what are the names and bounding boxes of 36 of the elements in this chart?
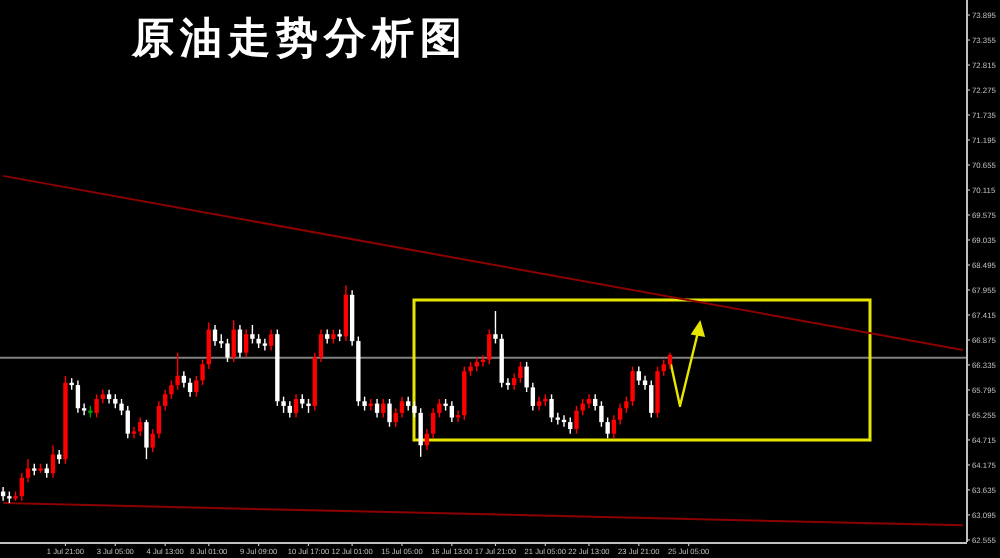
candlestick <box>343 284 349 342</box>
candlestick <box>75 379 81 414</box>
candlestick <box>100 389 106 405</box>
candlestick <box>636 365 641 386</box>
chart-title: 原油走势分析图 <box>130 14 468 62</box>
candlestick <box>381 398 386 419</box>
candlestick <box>138 416 143 437</box>
candlestick <box>225 338 230 363</box>
candlestick <box>518 361 523 384</box>
candlestick <box>144 419 149 460</box>
candlestick <box>175 351 180 391</box>
candlestick <box>399 395 405 419</box>
candlestick <box>268 328 274 352</box>
candlestick <box>649 379 654 419</box>
candlestick <box>243 328 249 359</box>
candlestick <box>250 324 255 345</box>
candlestick <box>131 426 137 440</box>
candlestick <box>549 393 554 423</box>
candlestick <box>536 395 542 412</box>
candlestick <box>262 338 268 352</box>
candlestick <box>374 398 380 419</box>
candlestick <box>499 333 504 389</box>
candlestick <box>462 365 467 421</box>
candlestick <box>574 405 579 435</box>
candlestick <box>106 389 112 405</box>
candlestick <box>187 377 193 398</box>
candlestick <box>237 324 243 359</box>
candlestick <box>586 393 592 409</box>
candlestick <box>630 365 635 407</box>
candlestick <box>125 405 130 440</box>
candlestick <box>387 398 392 428</box>
candlestick <box>655 365 660 419</box>
candlestick <box>94 393 99 419</box>
candlestick <box>418 407 423 458</box>
candlestick <box>487 328 492 365</box>
candlestick <box>293 393 299 419</box>
